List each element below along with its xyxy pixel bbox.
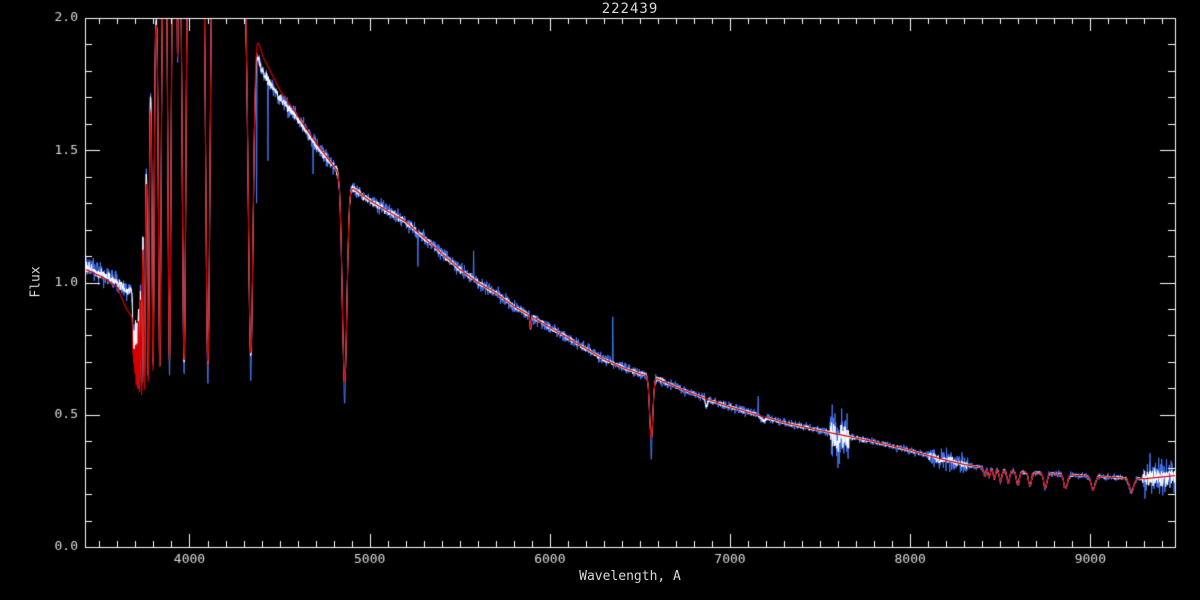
plot-title: 222439 [601,1,659,17]
x-axis-label: Wavelength, A [579,569,681,584]
y-axis-label: Flux [28,266,44,298]
